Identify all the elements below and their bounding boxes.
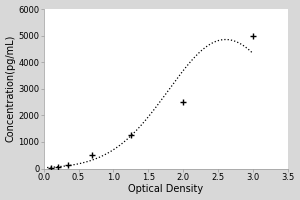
Y-axis label: Concentration(pg/mL): Concentration(pg/mL) [6,35,16,142]
X-axis label: Optical Density: Optical Density [128,184,203,194]
